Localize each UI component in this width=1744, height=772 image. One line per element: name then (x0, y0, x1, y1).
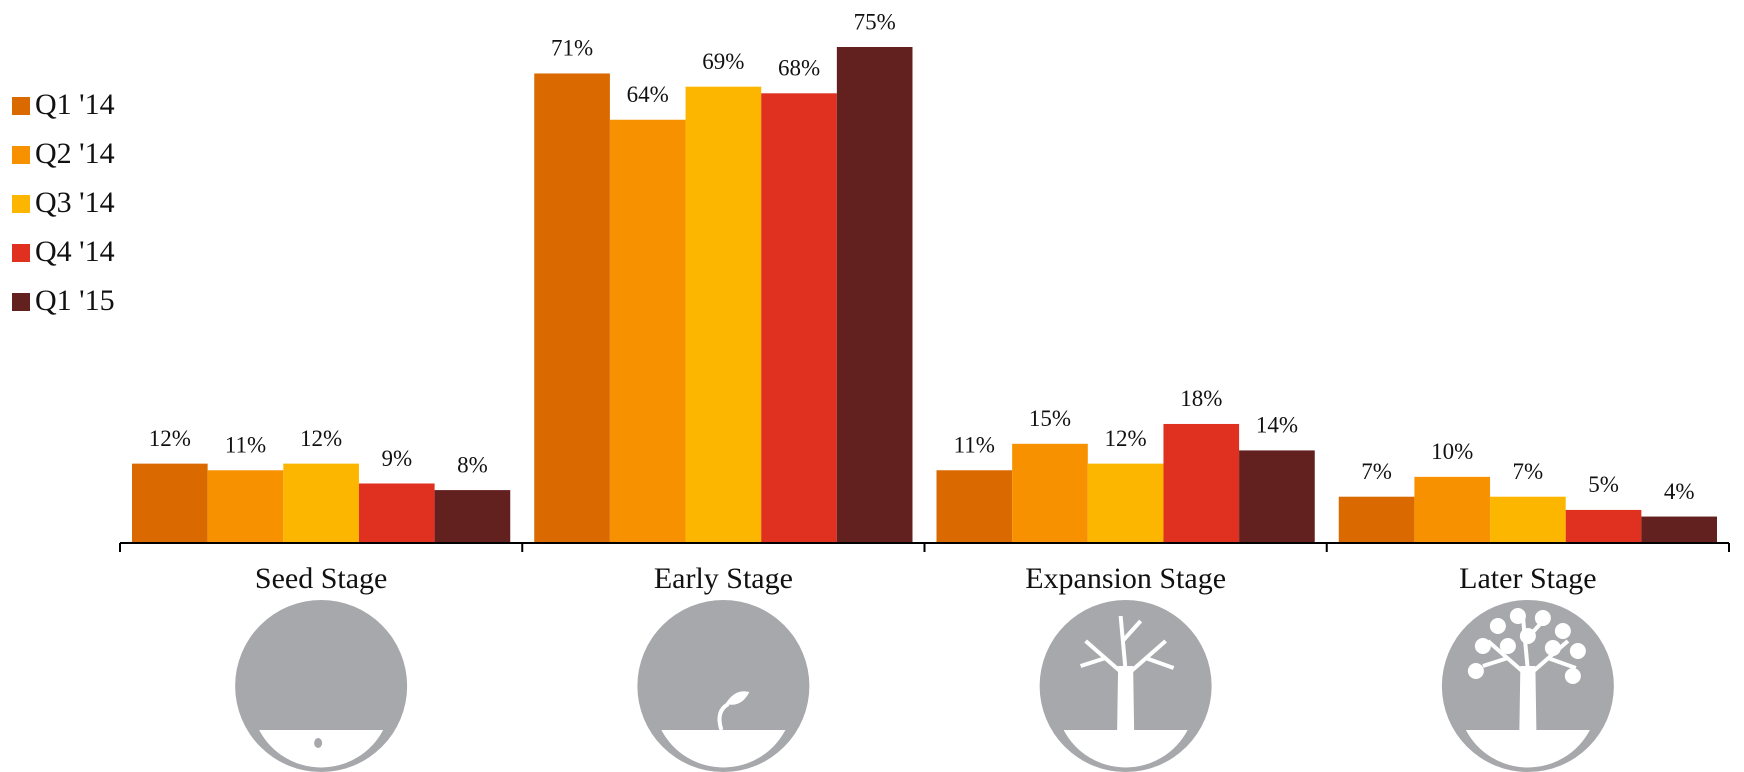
legend-swatch (12, 97, 30, 115)
legend-label: Q1 '14 (35, 88, 115, 121)
icon-leaf (1564, 668, 1581, 684)
category-label: Early Stage (654, 562, 793, 595)
icon-leaf (725, 691, 750, 705)
legend-label: Q1 '15 (35, 284, 115, 317)
value-label: 10% (1431, 439, 1473, 464)
bar (132, 463, 208, 543)
legend-swatch (12, 293, 30, 311)
icon-ground (259, 730, 384, 768)
bar (609, 119, 686, 543)
stage-icon (1441, 600, 1614, 772)
value-label: 8% (457, 452, 488, 477)
bar (685, 86, 762, 544)
icon-leaf (1544, 640, 1561, 656)
icon-branches (1482, 615, 1577, 678)
icon-leaf (1499, 638, 1516, 654)
bar (836, 47, 913, 543)
category-label: Seed Stage (255, 562, 387, 595)
bar (936, 470, 1013, 543)
icon-trunk-fill (1119, 666, 1132, 730)
value-label: 12% (149, 426, 191, 451)
icon-leaf (1474, 638, 1491, 654)
legend-label: Q4 '14 (35, 235, 115, 268)
value-label: 11% (225, 433, 266, 458)
legend-label: Q2 '14 (35, 137, 115, 170)
icon-leaf (1467, 663, 1484, 679)
value-label: 12% (300, 426, 342, 451)
value-label: 18% (1180, 386, 1222, 411)
icon-ground (661, 730, 786, 768)
bar (1012, 443, 1088, 543)
bar (1239, 450, 1315, 543)
bar (1163, 423, 1240, 543)
category-label: Later Stage (1459, 562, 1596, 595)
category-label: Expansion Stage (1025, 562, 1226, 595)
value-label: 75% (854, 9, 896, 34)
bar (534, 73, 610, 543)
legend-swatch (12, 146, 30, 164)
bar (434, 490, 511, 543)
bar (283, 463, 359, 543)
legend-swatch (12, 195, 30, 213)
value-label: 12% (1105, 426, 1147, 451)
stage-icon (1039, 600, 1212, 772)
icon-ground (1465, 730, 1590, 768)
bar (761, 93, 837, 543)
bar (1087, 463, 1164, 543)
icon-trunk-fill (1521, 666, 1534, 730)
bar (358, 483, 435, 543)
bar (207, 470, 284, 543)
stage-icon (235, 600, 408, 772)
icon-circle (235, 600, 408, 772)
legend-label: Q3 '14 (35, 186, 115, 219)
value-label: 5% (1588, 472, 1619, 497)
bar (1490, 496, 1566, 543)
icon-sprout (717, 702, 730, 731)
value-label: 71% (551, 36, 593, 61)
icon-leaf (1519, 628, 1536, 644)
bar (1338, 496, 1415, 543)
bar (1641, 516, 1717, 543)
icon-leaf (1509, 608, 1526, 624)
value-label: 15% (1029, 406, 1071, 431)
value-label: 4% (1664, 479, 1695, 504)
value-label: 14% (1256, 413, 1298, 438)
value-label: 7% (1513, 459, 1544, 484)
value-label: 7% (1361, 459, 1392, 484)
icon-circle (637, 600, 810, 772)
bar (1414, 476, 1491, 543)
icon-leaf (1554, 623, 1571, 639)
bar (1565, 509, 1642, 543)
icon-leaf (1569, 643, 1586, 659)
value-label: 64% (627, 82, 669, 107)
icon-ground (1063, 730, 1188, 768)
icon-leaf (1534, 610, 1551, 626)
icon-leaf (1489, 618, 1506, 634)
icon-seed (314, 738, 323, 748)
value-label: 9% (381, 446, 412, 471)
legend-swatch (12, 244, 30, 262)
icon-branches (1080, 615, 1175, 678)
value-label: 68% (778, 56, 820, 81)
value-label: 69% (702, 49, 744, 74)
stage-icon (637, 600, 810, 772)
value-label: 11% (954, 433, 995, 458)
